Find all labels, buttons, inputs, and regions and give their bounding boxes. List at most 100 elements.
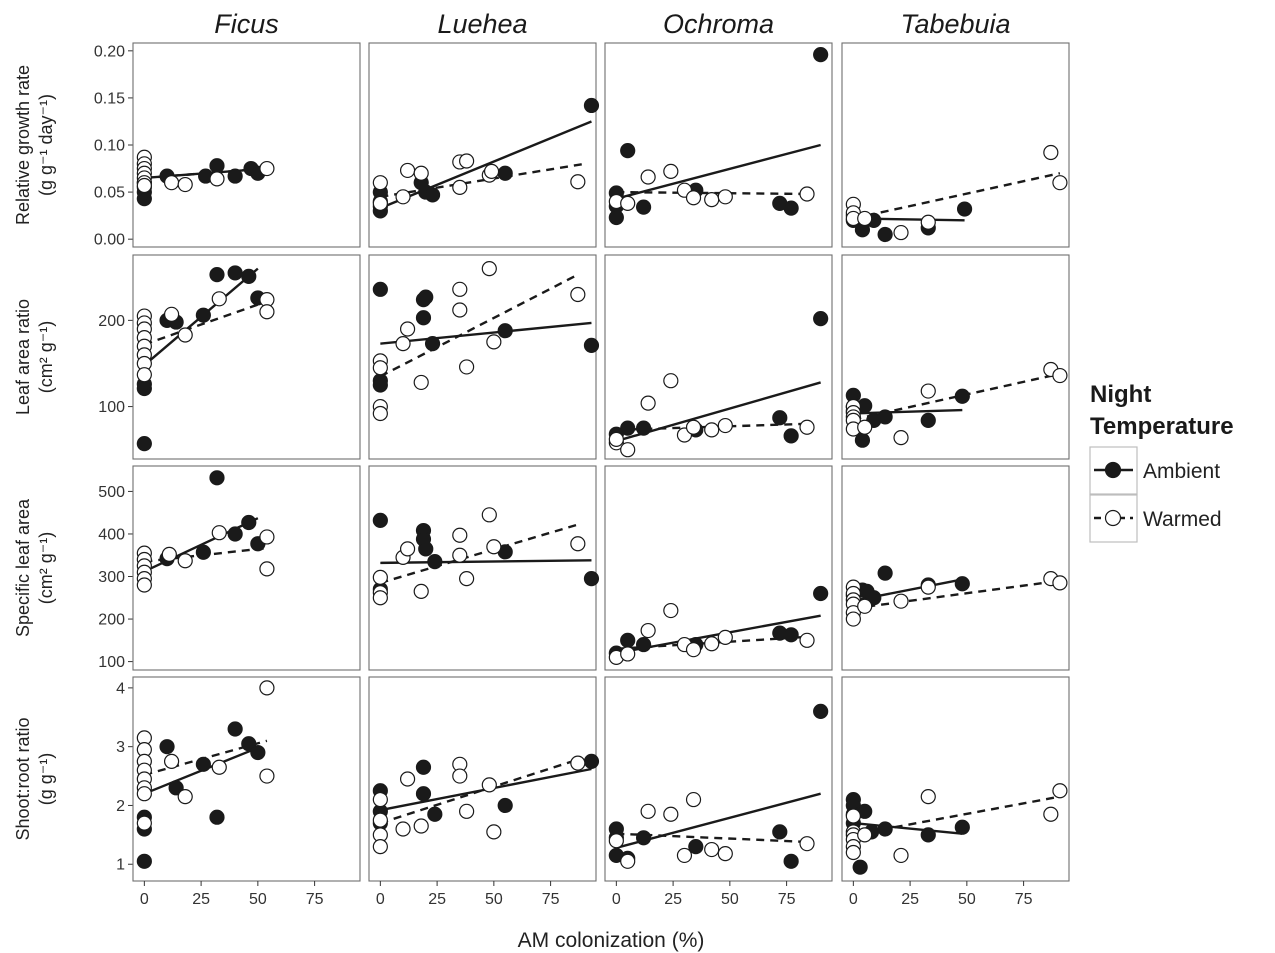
point-warmed	[676, 847, 693, 864]
point-warmed	[163, 175, 180, 191]
point-warmed	[1043, 806, 1059, 822]
panel-tabebuia-row-1	[841, 42, 1070, 248]
point-warmed	[570, 286, 586, 303]
point-warmed	[640, 169, 656, 185]
x-tick-label: 50	[958, 891, 976, 908]
facet-strip-labels: Ficus Luehea Ochroma Tabebuia	[214, 9, 1010, 39]
point-ambient	[209, 470, 225, 486]
point-ambient	[813, 46, 829, 63]
point-warmed	[663, 806, 679, 822]
y-axis-label-line2: (g g⁻¹ day⁻¹)	[36, 94, 56, 196]
point-ambient	[427, 554, 443, 570]
facet-label-ficus: Ficus	[214, 9, 279, 39]
point-ambient	[227, 168, 243, 184]
point-warmed	[163, 753, 180, 769]
point-warmed	[845, 611, 861, 627]
y-tick-label: 0.10	[94, 138, 125, 155]
panel-luehea-row-2	[368, 254, 600, 460]
point-warmed	[372, 791, 388, 808]
x-tick-label: 75	[306, 891, 324, 908]
point-ambient	[813, 585, 829, 602]
point-warmed	[857, 210, 873, 227]
x-tick-label: 75	[1015, 891, 1033, 908]
point-warmed	[372, 360, 388, 376]
point-warmed	[799, 836, 815, 852]
point-ambient	[227, 265, 243, 281]
y-tick-label: 0.05	[94, 185, 125, 202]
point-warmed	[177, 176, 193, 193]
fit-line-warmed	[853, 172, 1061, 220]
point-ambient	[783, 428, 799, 444]
legend: Night Temperature Ambient Warmed	[1089, 381, 1234, 543]
point-warmed	[640, 803, 656, 819]
point-warmed	[920, 383, 936, 399]
point-ambient	[583, 337, 600, 353]
point-warmed	[372, 175, 388, 191]
fit-line-warmed	[380, 523, 579, 585]
point-ambient	[497, 797, 513, 814]
point-warmed	[799, 632, 815, 648]
point-warmed	[259, 160, 275, 177]
point-ambient	[956, 201, 973, 217]
point-ambient	[209, 809, 225, 825]
fit-line-warmed	[379, 273, 579, 378]
fit-line-warmed	[616, 190, 808, 196]
point-warmed	[211, 291, 227, 307]
point-ambient	[415, 310, 432, 326]
legend-label-ambient: Ambient	[1143, 460, 1220, 483]
point-warmed	[920, 214, 936, 230]
point-warmed	[211, 759, 227, 775]
point-warmed	[570, 174, 586, 190]
point-warmed	[893, 430, 909, 446]
point-ambient	[620, 632, 636, 648]
point-warmed	[570, 755, 586, 771]
point-warmed	[177, 553, 193, 569]
x-tick-label: 0	[376, 891, 385, 908]
x-tick-label: 0	[612, 891, 621, 908]
facet-label-luehea: Luehea	[437, 9, 527, 39]
point-ambient	[620, 143, 636, 159]
point-warmed	[920, 579, 936, 595]
point-ambient	[241, 736, 257, 752]
panel-border	[368, 42, 597, 248]
fit-line-ambient	[379, 120, 592, 210]
point-warmed	[395, 821, 411, 837]
point-warmed	[395, 189, 411, 205]
y-axis-label-line2: (cm² g⁻¹)	[36, 532, 56, 604]
point-warmed	[459, 571, 475, 587]
point-ambient	[136, 853, 152, 869]
point-ambient	[783, 627, 799, 643]
point-ambient	[877, 821, 893, 837]
point-ambient	[954, 388, 970, 404]
point-ambient	[635, 420, 652, 436]
y-tick-label: 200	[98, 313, 125, 330]
point-warmed	[399, 541, 416, 557]
fit-line-ambient	[853, 408, 963, 415]
point-warmed	[413, 165, 429, 181]
point-warmed	[259, 529, 275, 545]
point-warmed	[920, 789, 936, 805]
point-warmed	[177, 327, 193, 343]
point-ambient	[583, 571, 600, 587]
point-warmed	[570, 536, 586, 552]
point-warmed	[893, 593, 909, 609]
point-warmed	[704, 192, 720, 208]
point-warmed	[857, 827, 873, 843]
legend-title-line2: Temperature	[1090, 413, 1234, 440]
point-warmed	[395, 336, 411, 352]
point-warmed	[717, 846, 733, 862]
point-warmed	[459, 153, 475, 169]
x-tick-label: 25	[901, 891, 919, 908]
point-ambient	[877, 565, 893, 581]
point-warmed	[136, 177, 152, 194]
point-warmed	[177, 789, 193, 805]
y-axis-label-row-1: Relative growth rate (g g⁻¹ day⁻¹)	[13, 65, 56, 225]
point-ambient	[954, 819, 970, 835]
y-tick-label: 2	[116, 798, 125, 815]
point-ambient	[877, 409, 893, 425]
point-warmed	[161, 546, 177, 562]
point-warmed	[857, 598, 873, 614]
point-ambient	[418, 289, 434, 305]
x-tick-label: 25	[664, 891, 682, 908]
